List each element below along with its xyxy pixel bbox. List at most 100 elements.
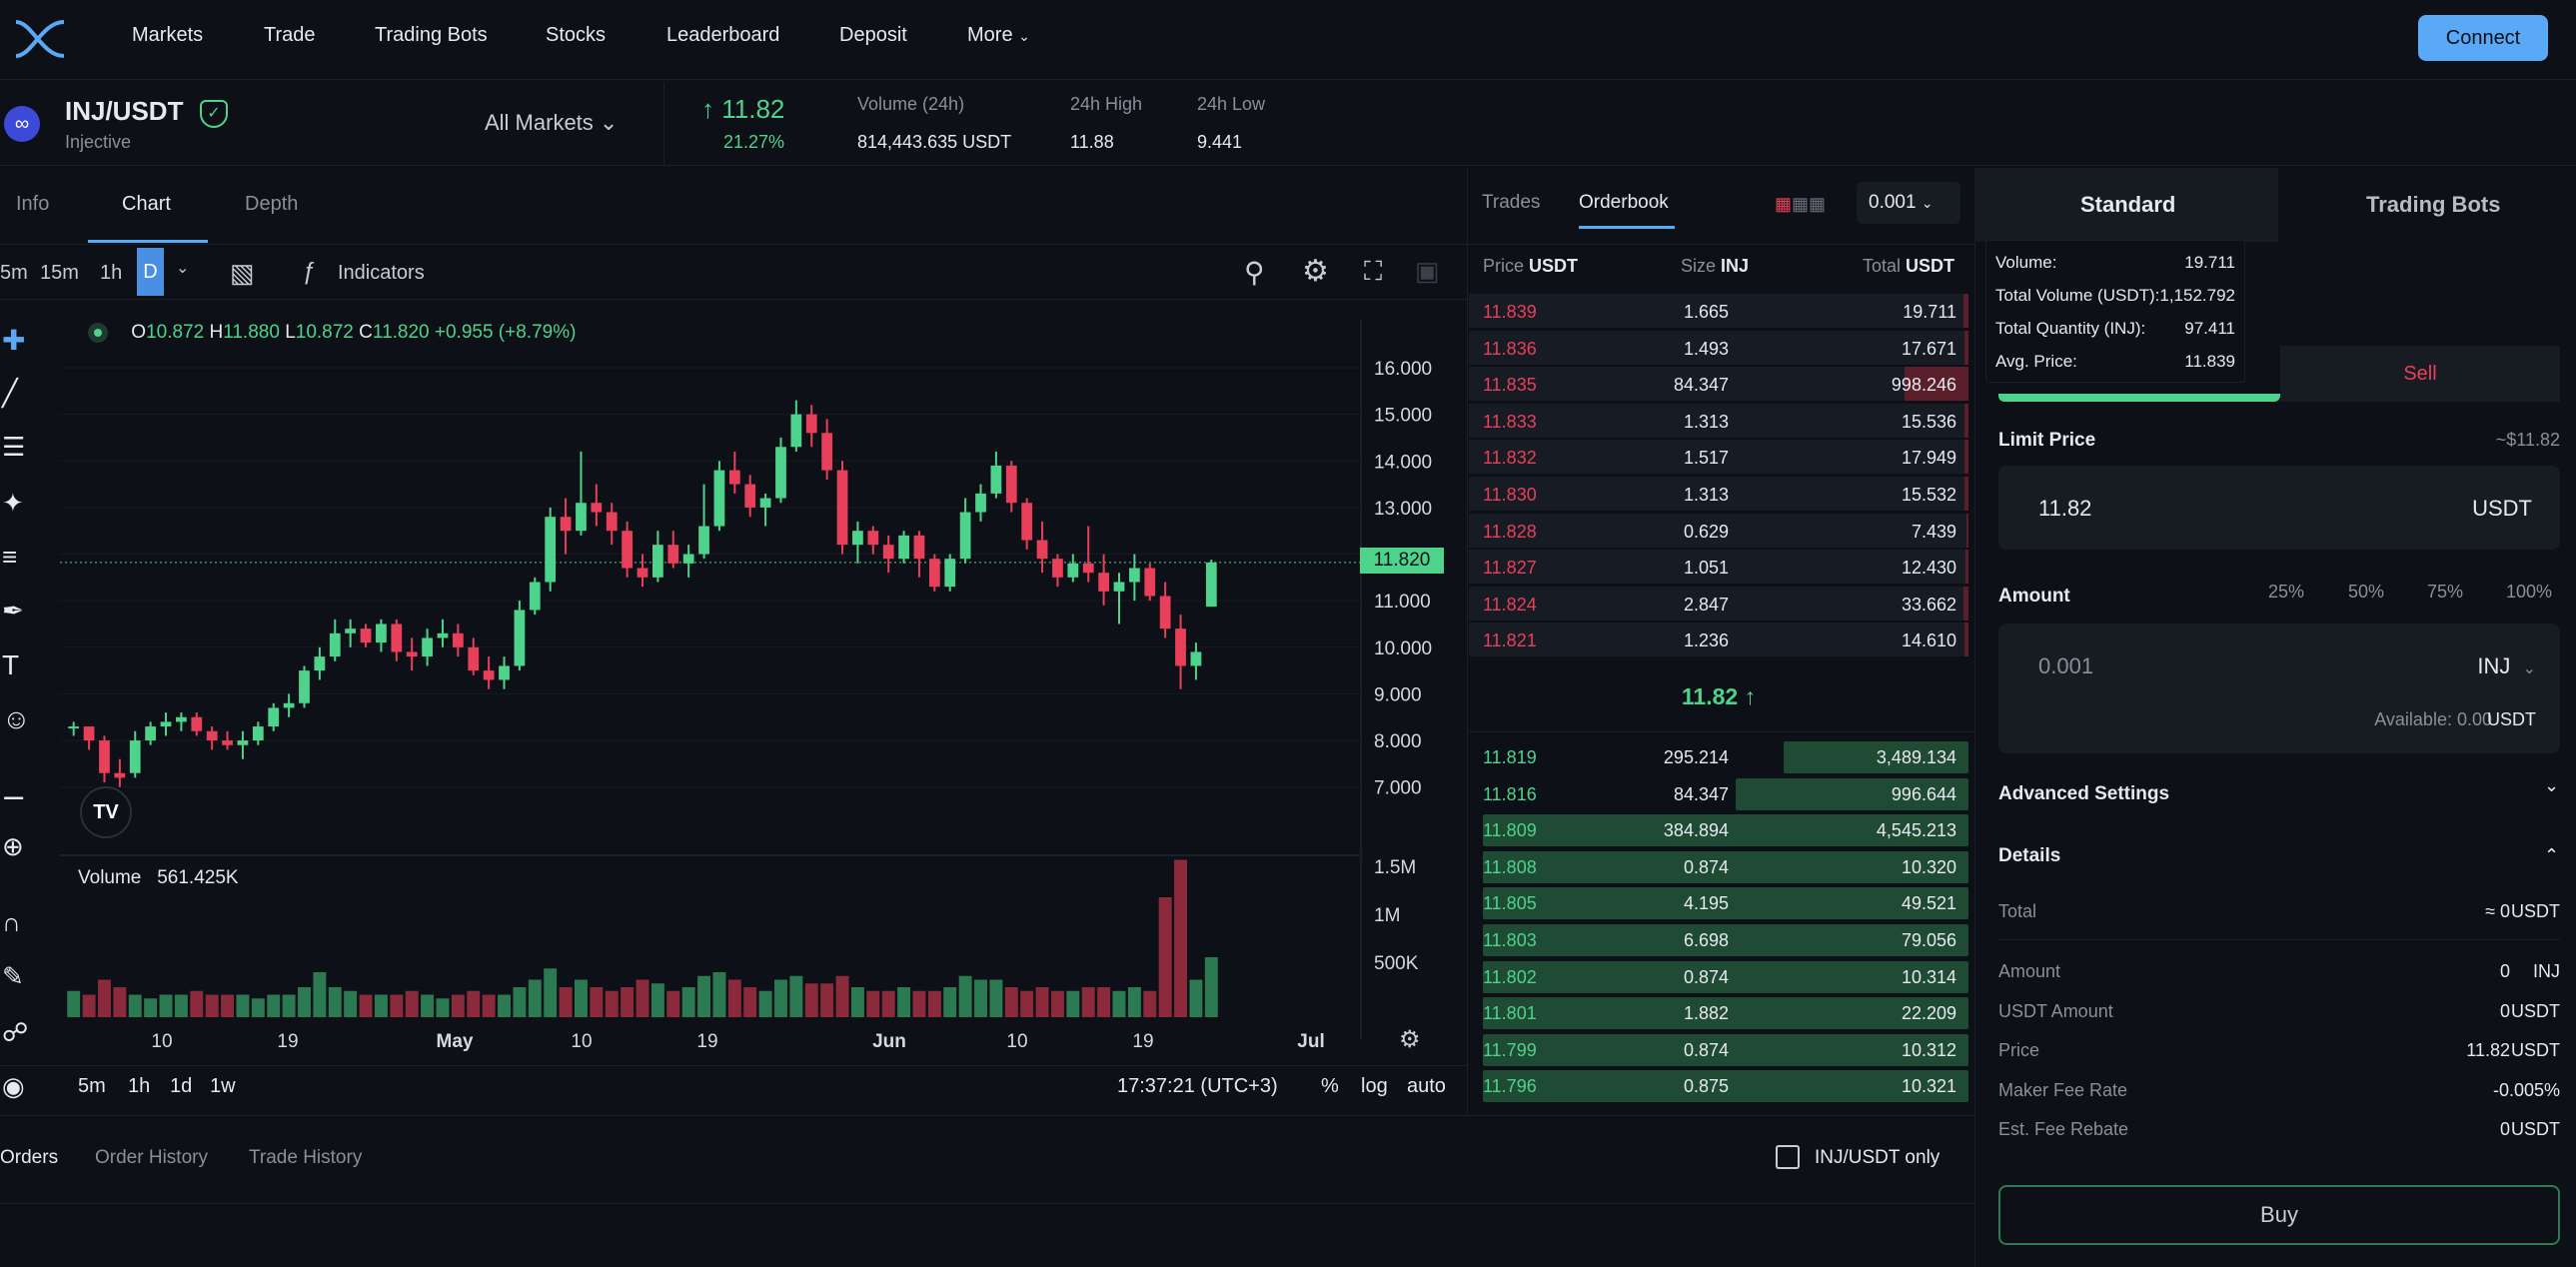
- bid-row[interactable]: 11.802 0.874 10.314: [1469, 959, 1968, 993]
- bid-row[interactable]: 11.803 6.698 79.056: [1469, 922, 1968, 956]
- ask-row[interactable]: 11.830 1.313 15.532: [1469, 477, 1968, 511]
- nav-leaderboard[interactable]: Leaderboard: [666, 24, 780, 46]
- candle-type-icon[interactable]: ▧: [230, 258, 255, 288]
- price-header-unit: USDT: [1529, 256, 1579, 276]
- crosshair-icon[interactable]: ✚: [2, 325, 26, 356]
- interval-day[interactable]: D: [137, 248, 164, 296]
- ask-row[interactable]: 11.832 1.517 17.949: [1469, 440, 1968, 475]
- fullscreen-icon[interactable]: ⛶: [1364, 256, 1383, 286]
- chevron-down-icon[interactable]: ⌄: [176, 260, 190, 277]
- bid-row[interactable]: 11.819 295.214 3,489.134: [1469, 739, 1968, 773]
- bid-row[interactable]: 11.796 0.875 10.321: [1469, 1068, 1968, 1103]
- nav-markets[interactable]: Markets: [132, 24, 204, 46]
- ask-row[interactable]: 11.836 1.493 17.671: [1469, 330, 1968, 365]
- magnify-icon[interactable]: ⚲: [1244, 257, 1265, 288]
- trendline-icon[interactable]: ╱: [2, 378, 18, 408]
- pencil-lock-icon[interactable]: ✎: [2, 961, 24, 991]
- buy-button[interactable]: Buy: [1998, 1185, 2560, 1245]
- tab-standard[interactable]: Standard: [2080, 192, 2176, 217]
- price-chart[interactable]: 16.00015.00014.00013.00012.00011.00010.0…: [0, 300, 1469, 1111]
- chevron-down-icon: ⌄: [1921, 195, 1933, 211]
- lock-icon[interactable]: ☍: [2, 1017, 29, 1047]
- nav-trade[interactable]: Trade: [264, 24, 316, 46]
- gear-icon[interactable]: ⚙: [1302, 255, 1329, 288]
- nav-deposit[interactable]: Deposit: [839, 24, 907, 46]
- pct-25[interactable]: 25%: [2268, 582, 2305, 602]
- pair-only-checkbox[interactable]: [1776, 1145, 1800, 1169]
- tab-depth[interactable]: Depth: [245, 193, 299, 215]
- function-icon[interactable]: ƒ: [302, 258, 316, 285]
- step-dropdown[interactable]: 0.001 ⌄: [1857, 182, 1960, 224]
- amount-input[interactable]: 0.001 INJ ⌄ Available: 0.00 USDT: [1998, 624, 2560, 753]
- auto-toggle[interactable]: auto: [1407, 1075, 1446, 1097]
- advanced-settings[interactable]: Advanced Settings: [1998, 783, 2170, 804]
- tab-trading-bots[interactable]: Trading Bots: [2366, 192, 2501, 217]
- brush-icon[interactable]: ✒: [2, 596, 24, 626]
- ask-row[interactable]: 11.839 1.665 19.711: [1469, 294, 1968, 328]
- fib-icon[interactable]: ≡: [2, 542, 18, 572]
- text-tool-icon[interactable]: T: [2, 649, 20, 680]
- interval-15m[interactable]: 15m: [40, 262, 79, 284]
- log-toggle[interactable]: log: [1361, 1075, 1388, 1097]
- nav-trading-bots[interactable]: Trading Bots: [375, 24, 488, 46]
- bid-row[interactable]: 11.809 384.894 4,545.213: [1469, 812, 1968, 847]
- all-markets-dropdown[interactable]: All Markets ⌄: [485, 110, 618, 136]
- tab-orders[interactable]: Orders: [0, 1147, 59, 1168]
- range-1w[interactable]: 1w: [210, 1075, 236, 1097]
- tab-trade-history[interactable]: Trade History: [249, 1147, 363, 1168]
- limit-price-input[interactable]: 11.82 USDT: [1998, 466, 2560, 550]
- candle-body: [698, 526, 709, 555]
- pct-75[interactable]: 75%: [2427, 582, 2464, 602]
- orderbook-layout-icon[interactable]: ▦▦▦: [1775, 194, 1827, 214]
- pattern-icon[interactable]: ✦: [2, 488, 24, 518]
- ask-row[interactable]: 11.827 1.051 12.430: [1469, 550, 1968, 585]
- bid-row[interactable]: 11.808 0.874 10.320: [1469, 849, 1968, 883]
- nav-stocks[interactable]: Stocks: [546, 24, 607, 46]
- nav-more[interactable]: More ⌄: [967, 24, 1030, 47]
- bid-row[interactable]: 11.816 84.347 996.644: [1469, 776, 1968, 810]
- y-tick-label: 14.000: [1374, 452, 1432, 473]
- ruler-icon[interactable]: ⚊: [2, 775, 26, 805]
- amount-unit-select[interactable]: INJ ⌄: [2477, 653, 2536, 679]
- axis-gear-icon[interactable]: ⚙: [1399, 1026, 1421, 1053]
- zoom-in-icon[interactable]: ⊕: [2, 831, 24, 861]
- eye-icon[interactable]: ◉: [2, 1071, 25, 1101]
- bid-row[interactable]: 11.799 0.874 10.312: [1469, 1032, 1968, 1066]
- legend-dot-icon[interactable]: [88, 322, 108, 343]
- pct-50[interactable]: 50%: [2348, 582, 2385, 602]
- chevron-up-icon[interactable]: ⌃: [2544, 845, 2560, 865]
- ask-row[interactable]: 11.835 84.347 998.246: [1469, 367, 1968, 402]
- range-1d[interactable]: 1d: [170, 1075, 193, 1097]
- ask-row[interactable]: 11.828 0.629 7.439: [1469, 513, 1968, 548]
- details-toggle[interactable]: Details: [1998, 845, 2061, 866]
- ohlc-c-label: C: [359, 322, 373, 343]
- volume-bar: [1204, 957, 1218, 1017]
- connect-button[interactable]: Connect: [2418, 15, 2548, 61]
- helix-logo-icon[interactable]: [12, 18, 68, 60]
- sell-tab[interactable]: Sell: [2280, 346, 2560, 402]
- indicators-button[interactable]: Indicators: [338, 262, 425, 284]
- percent-toggle[interactable]: %: [1321, 1075, 1339, 1097]
- tab-orderbook[interactable]: Orderbook: [1579, 192, 1669, 213]
- interval-1h[interactable]: 1h: [100, 262, 123, 284]
- bid-row[interactable]: 11.805 4.195 49.521: [1469, 885, 1968, 920]
- emoji-icon[interactable]: ☺: [2, 703, 31, 734]
- horizontal-lines-icon[interactable]: ☰: [2, 432, 26, 462]
- tab-order-history[interactable]: Order History: [95, 1147, 208, 1168]
- ask-row[interactable]: 11.833 1.313 15.536: [1469, 403, 1968, 438]
- camera-icon[interactable]: ▣: [1415, 256, 1440, 286]
- bid-row[interactable]: 11.801 1.882 22.209: [1469, 995, 1968, 1030]
- tradingview-logo-icon[interactable]: TV: [80, 786, 132, 838]
- magnet-icon[interactable]: ∩: [2, 907, 21, 937]
- ask-row[interactable]: 11.821 1.236 14.610: [1469, 623, 1968, 657]
- tab-chart[interactable]: Chart: [122, 193, 171, 215]
- interval-5m[interactable]: 5m: [0, 262, 28, 284]
- chevron-down-icon[interactable]: ⌄: [2544, 775, 2560, 795]
- tab-info[interactable]: Info: [16, 193, 50, 215]
- range-1h[interactable]: 1h: [128, 1075, 151, 1097]
- volume-bar: [344, 990, 358, 1017]
- range-5m[interactable]: 5m: [78, 1075, 106, 1097]
- pct-100[interactable]: 100%: [2506, 582, 2553, 602]
- ask-row[interactable]: 11.824 2.847 33.662: [1469, 586, 1968, 621]
- tab-trades[interactable]: Trades: [1482, 192, 1541, 213]
